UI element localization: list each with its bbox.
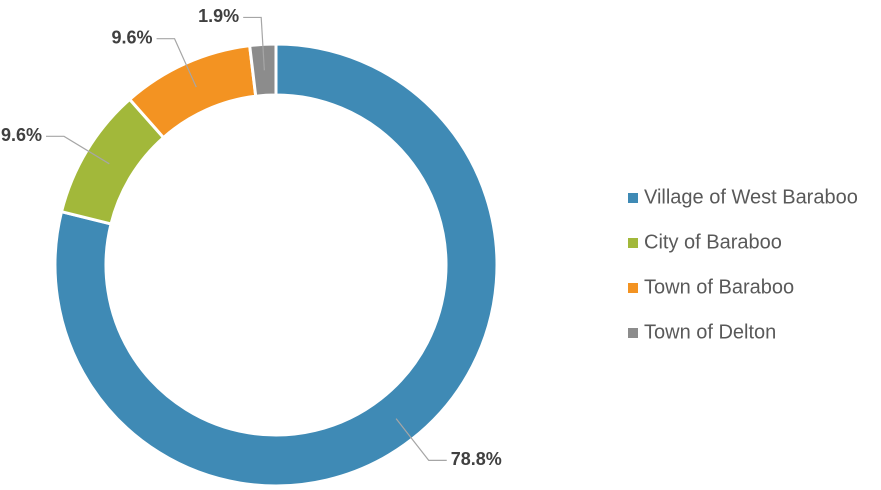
donut-slice bbox=[53, 42, 499, 488]
legend-label: Town of Baraboo bbox=[644, 276, 794, 298]
leader-line bbox=[243, 16, 265, 71]
legend-label: Village of West Baraboo bbox=[644, 186, 858, 208]
legend-marker bbox=[628, 328, 638, 338]
legend-marker bbox=[628, 283, 638, 293]
legend-marker bbox=[628, 238, 638, 248]
legend-marker bbox=[628, 193, 638, 203]
leader-line bbox=[156, 38, 197, 88]
data-label: 1.9% bbox=[198, 6, 239, 26]
data-label: 9.6% bbox=[112, 27, 153, 47]
legend-label: City of Baraboo bbox=[644, 231, 782, 253]
leader-line bbox=[46, 135, 110, 165]
legend-label: Town of Delton bbox=[644, 321, 776, 343]
data-label: 78.8% bbox=[451, 449, 502, 469]
data-label: 9.6% bbox=[1, 125, 42, 145]
donut-slice bbox=[247, 42, 278, 98]
leader-line bbox=[395, 418, 447, 461]
